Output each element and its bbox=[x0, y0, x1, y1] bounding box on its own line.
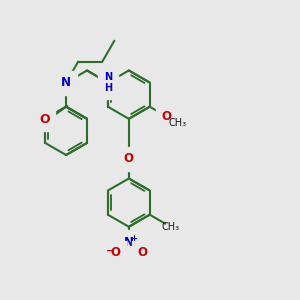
Text: N
H: N H bbox=[104, 72, 112, 93]
Text: O: O bbox=[137, 246, 147, 259]
Text: N: N bbox=[124, 236, 134, 249]
Text: CH₃: CH₃ bbox=[162, 222, 180, 232]
Text: O: O bbox=[124, 152, 134, 165]
Text: O: O bbox=[39, 113, 50, 126]
Text: O: O bbox=[162, 110, 172, 123]
Text: −: − bbox=[106, 246, 114, 256]
Text: CH₃: CH₃ bbox=[168, 118, 186, 128]
Text: O: O bbox=[110, 246, 120, 259]
Text: N: N bbox=[61, 76, 71, 89]
Text: +: + bbox=[130, 234, 137, 243]
